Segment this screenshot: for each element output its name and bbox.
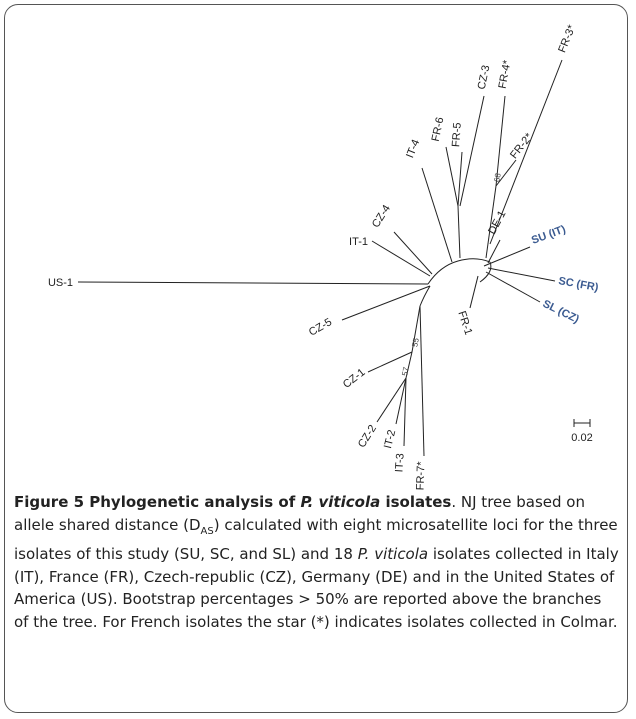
leaf-label: CZ-4 [370, 203, 393, 230]
tree: US-1 IT-1 CZ-4 IT-4 FR-6 FR-5 CZ-3 FR-4*… [48, 23, 600, 490]
bootstrap-value: 55 [410, 337, 421, 348]
leaf-label: FR-3* [556, 23, 578, 55]
leaf-label: IT-2 [382, 429, 398, 450]
leaf-label: DE-1 [486, 209, 508, 237]
leaf-label: IT-1 [349, 236, 368, 248]
leaf-label: SU (IT) [530, 223, 568, 247]
caption-run: Figure 5 Phylogenetic analysis of [14, 493, 301, 511]
bootstrap-value: 68 [492, 172, 503, 183]
figure-frame [4, 4, 628, 713]
leaf-label: FR-5 [450, 122, 464, 147]
leaf-label: FR-4* [497, 59, 514, 90]
leaf-label: CZ-3 [476, 64, 493, 90]
leaf-label: CZ-5 [307, 316, 334, 339]
caption-run: P. viticola [357, 545, 429, 564]
leaf-label: IT-3 [393, 453, 406, 473]
leaf-label: FR-1 [455, 310, 474, 337]
leaf-label: FR-2* [508, 131, 536, 162]
leaf-label: US-1 [48, 277, 73, 289]
leaf-label: FR-7* [415, 461, 428, 490]
branches [77, 59, 591, 457]
caption-run: P. viticola [300, 493, 381, 511]
figure-caption: Figure 5 Phylogenetic analysis of P. vit… [14, 491, 620, 634]
caption-run: P. viticola [300, 493, 380, 511]
scale-label: 0.02 [571, 432, 592, 444]
leaf-label: FR-6 [430, 116, 447, 142]
leaf-label: CZ-1 [341, 366, 368, 391]
caption-run: AS [200, 525, 214, 537]
leaf-label: SC (FR) [557, 275, 599, 294]
leaf-label: CZ-2 [356, 423, 379, 450]
caption-run: isolates [380, 493, 452, 511]
leaf-label: IT-4 [404, 138, 422, 160]
caption-run: isolates collected in Italy (IT), France… [14, 545, 619, 631]
bootstrap-value: 57 [400, 366, 411, 377]
leaf-label: SL (CZ) [541, 298, 582, 326]
caption-run: ) calculated with eight microsatellite l… [14, 515, 618, 564]
caption-run: . NJ tree based on allele shared distanc… [14, 493, 585, 534]
